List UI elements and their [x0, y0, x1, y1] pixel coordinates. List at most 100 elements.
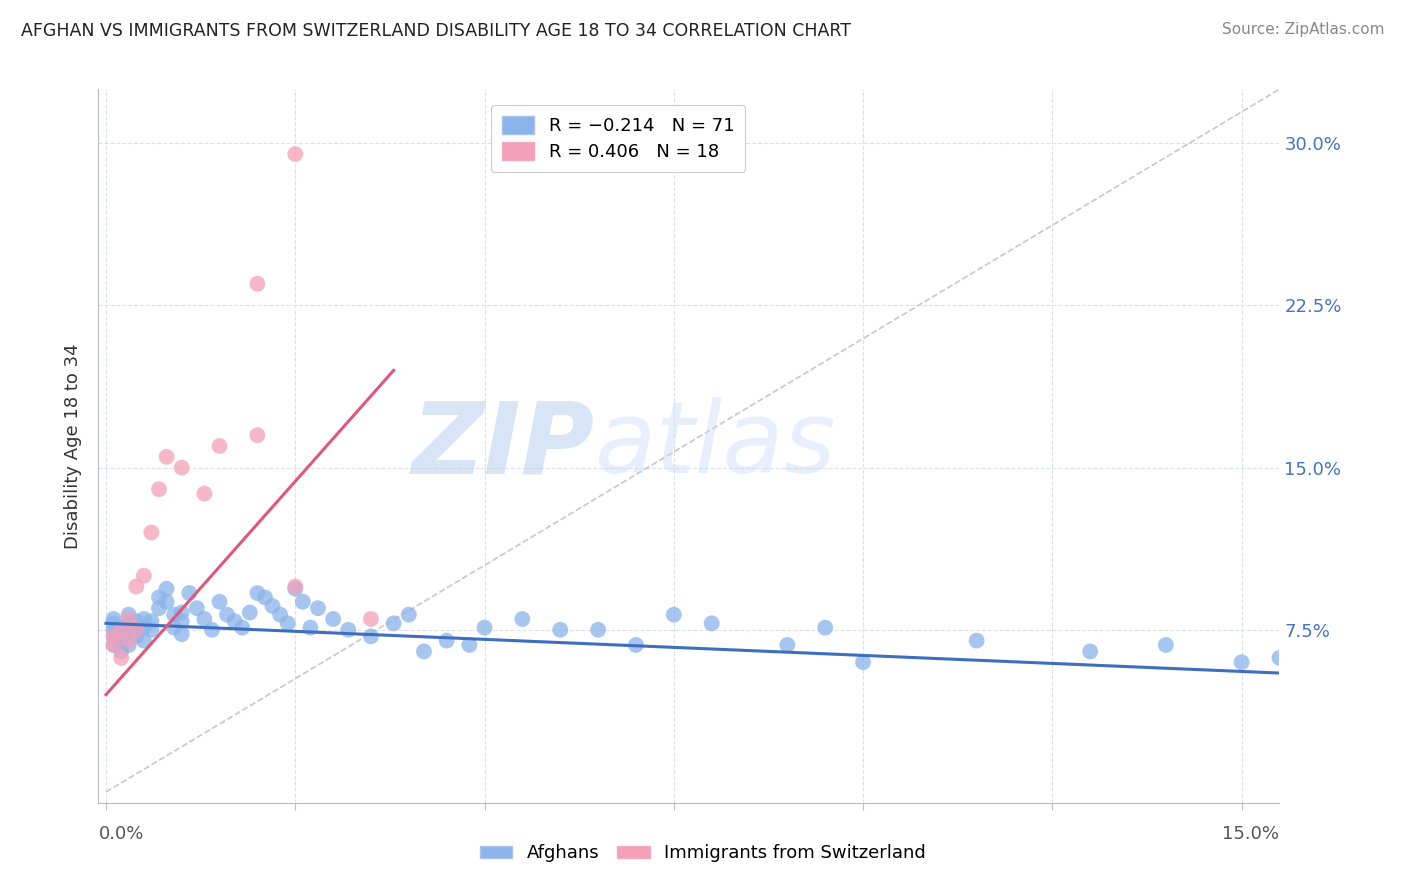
Point: [118, 607, 141, 622]
Point: [474, 621, 496, 635]
Point: [307, 601, 329, 615]
Point: [246, 428, 269, 442]
Point: [110, 633, 132, 648]
Point: [360, 612, 382, 626]
Point: [277, 616, 299, 631]
Point: [436, 633, 458, 648]
Point: [103, 612, 125, 626]
Point: [1268, 651, 1291, 665]
Point: [224, 614, 246, 628]
Point: [170, 606, 193, 620]
Point: [110, 644, 132, 658]
Point: [148, 591, 170, 605]
Point: [299, 621, 322, 635]
Point: [284, 582, 307, 596]
Point: [118, 616, 141, 631]
Point: [103, 629, 125, 643]
Point: [512, 612, 534, 626]
Text: 0.0%: 0.0%: [98, 825, 143, 843]
Point: [246, 586, 269, 600]
Point: [239, 606, 262, 620]
Point: [1230, 655, 1253, 669]
Legend: R = −0.214   N = 71, R = 0.406   N = 18: R = −0.214 N = 71, R = 0.406 N = 18: [491, 105, 745, 172]
Point: [148, 601, 170, 615]
Point: [322, 612, 344, 626]
Point: [337, 623, 360, 637]
Point: [262, 599, 284, 613]
Point: [217, 607, 239, 622]
Point: [103, 638, 125, 652]
Point: [103, 616, 125, 631]
Point: [193, 612, 215, 626]
Point: [155, 582, 177, 596]
Point: [253, 591, 276, 605]
Point: [163, 621, 186, 635]
Point: [586, 623, 609, 637]
Point: [186, 601, 208, 615]
Point: [155, 450, 177, 464]
Point: [125, 623, 148, 637]
Point: [170, 460, 193, 475]
Point: [269, 607, 291, 622]
Point: [148, 482, 170, 496]
Point: [125, 623, 148, 637]
Point: [103, 638, 125, 652]
Y-axis label: Disability Age 18 to 34: Disability Age 18 to 34: [65, 343, 83, 549]
Point: [110, 623, 132, 637]
Point: [155, 595, 177, 609]
Point: [163, 607, 186, 622]
Point: [291, 595, 314, 609]
Point: [413, 644, 436, 658]
Point: [208, 595, 231, 609]
Point: [132, 621, 155, 635]
Text: 15.0%: 15.0%: [1222, 825, 1279, 843]
Point: [118, 624, 141, 639]
Point: [118, 638, 141, 652]
Point: [1154, 638, 1177, 652]
Point: [132, 612, 155, 626]
Point: [201, 623, 224, 637]
Text: atlas: atlas: [595, 398, 837, 494]
Point: [548, 623, 571, 637]
Point: [246, 277, 269, 291]
Text: ZIP: ZIP: [412, 398, 595, 494]
Point: [118, 633, 141, 648]
Point: [110, 621, 132, 635]
Point: [170, 627, 193, 641]
Point: [193, 486, 215, 500]
Point: [132, 568, 155, 582]
Point: [284, 147, 307, 161]
Point: [624, 638, 647, 652]
Point: [966, 633, 988, 648]
Point: [141, 614, 163, 628]
Point: [1078, 644, 1101, 658]
Point: [110, 627, 132, 641]
Point: [662, 607, 685, 622]
Point: [103, 629, 125, 643]
Point: [852, 655, 875, 669]
Point: [118, 612, 141, 626]
Point: [125, 629, 148, 643]
Point: [141, 623, 163, 637]
Point: [700, 616, 723, 631]
Point: [360, 629, 382, 643]
Point: [814, 621, 837, 635]
Point: [103, 623, 125, 637]
Point: [132, 633, 155, 648]
Legend: Afghans, Immigrants from Switzerland: Afghans, Immigrants from Switzerland: [472, 838, 934, 870]
Point: [208, 439, 231, 453]
Point: [170, 614, 193, 628]
Point: [125, 580, 148, 594]
Point: [458, 638, 481, 652]
Point: [776, 638, 799, 652]
Point: [125, 614, 148, 628]
Point: [231, 621, 253, 635]
Point: [179, 586, 201, 600]
Point: [398, 607, 420, 622]
Point: [284, 580, 307, 594]
Text: AFGHAN VS IMMIGRANTS FROM SWITZERLAND DISABILITY AGE 18 TO 34 CORRELATION CHART: AFGHAN VS IMMIGRANTS FROM SWITZERLAND DI…: [21, 22, 851, 40]
Point: [110, 651, 132, 665]
Point: [141, 525, 163, 540]
Text: Source: ZipAtlas.com: Source: ZipAtlas.com: [1222, 22, 1385, 37]
Point: [382, 616, 405, 631]
